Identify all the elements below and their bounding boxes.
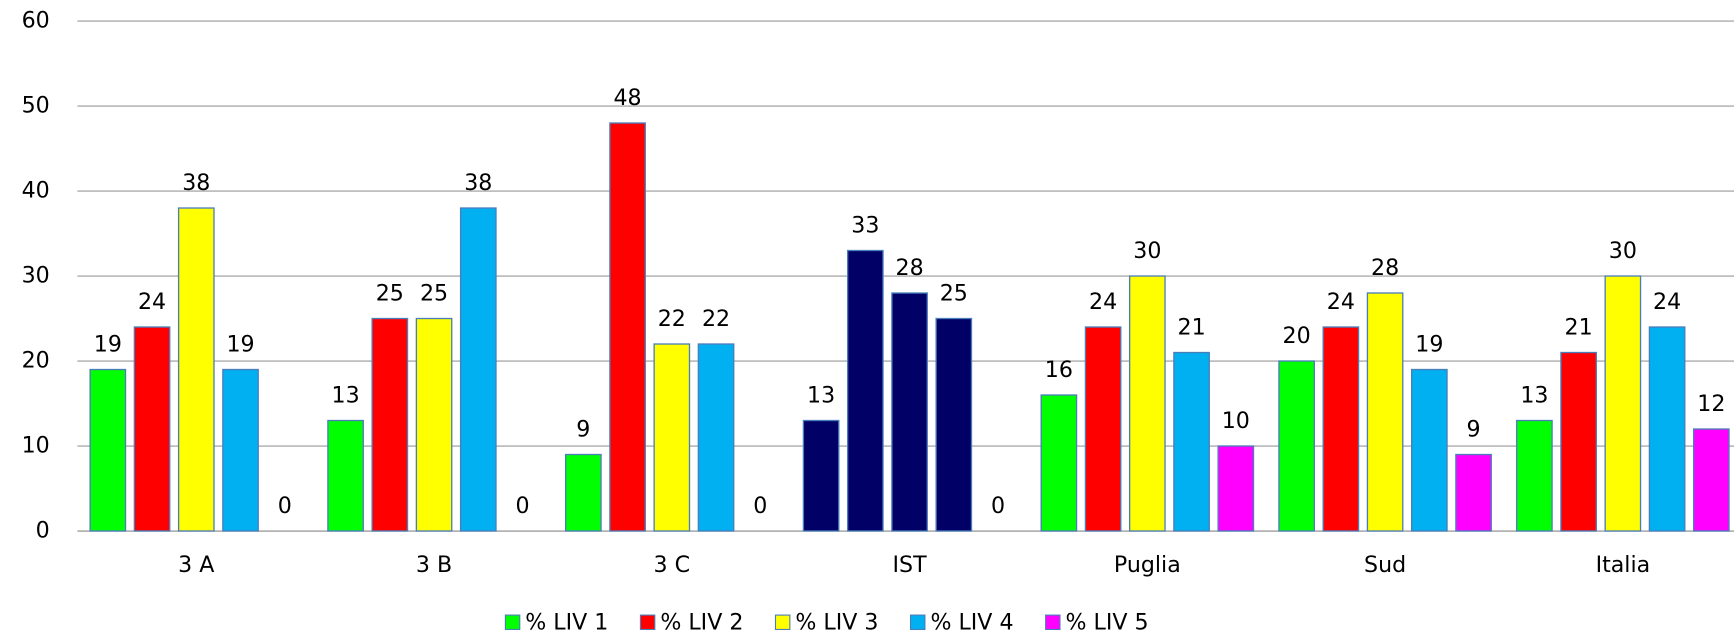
data-label: 12 [1697,391,1725,417]
bar [1217,445,1255,532]
bar [1084,326,1122,532]
data-label: 25 [420,281,448,307]
data-label: 0 [991,493,1005,519]
data-label: 22 [702,306,730,332]
data-label: 9 [576,417,590,443]
data-label: 28 [896,255,924,281]
data-label: 24 [1327,289,1355,315]
x-tick-label: IST [893,552,928,578]
bar [1455,453,1492,532]
data-label: 28 [1371,255,1399,281]
y-tick-label: 0 [36,518,50,544]
data-label: 33 [851,213,879,239]
bar [1516,419,1553,532]
bar [1278,360,1315,532]
data-label: 0 [753,493,767,519]
data-label: 19 [94,332,122,358]
legend-label: % LIV 3 [795,609,878,635]
x-tick-label: 3 A [178,552,214,578]
legend-label: % LIV 2 [660,609,743,635]
bar [1366,292,1404,532]
bar [133,326,171,532]
data-label: 48 [614,85,642,111]
data-label: 24 [138,289,166,315]
bar [1410,368,1448,532]
bar [1648,326,1686,532]
legend-swatch [774,614,791,631]
legend-label: % LIV 4 [930,609,1013,635]
y-tick-label: 30 [22,263,50,289]
legend-label: % LIV 5 [1066,609,1149,635]
bar [1128,275,1166,532]
data-label: 30 [1133,238,1161,264]
legend-swatch [1045,614,1061,631]
data-label: 38 [464,170,492,196]
legend-swatch [504,614,521,631]
data-label: 0 [515,493,529,519]
data-label: 19 [1415,332,1443,358]
bar [415,317,453,532]
data-label: 20 [1283,323,1311,349]
x-tick-label: Italia [1596,552,1651,578]
data-label: 16 [1045,357,1073,383]
bar [609,122,646,532]
bar [327,419,364,532]
y-tick-label: 10 [22,433,50,459]
legend-swatch [909,614,926,631]
data-label: 13 [807,383,835,409]
data-label: 30 [1609,238,1637,264]
bar [1604,275,1642,532]
data-label: 21 [1565,315,1593,341]
data-label: 25 [376,281,404,307]
x-tick-label: 3 C [654,552,691,578]
data-label: 10 [1222,408,1250,434]
bar [1173,351,1210,532]
bar [1040,394,1078,532]
bar [653,343,691,532]
data-label: 24 [1089,289,1117,315]
bar [222,368,259,532]
bar [802,419,840,532]
bar [935,317,973,532]
bar [564,453,602,532]
bar [891,292,928,532]
data-label: 13 [332,383,360,409]
data-label: 22 [658,306,686,332]
data-label: 19 [226,332,254,358]
bar [459,207,497,532]
data-label: 38 [182,170,210,196]
data-label: 13 [1520,383,1548,409]
data-label: 25 [940,281,968,307]
data-label: 0 [278,493,292,519]
bar [1692,428,1730,532]
bar [1322,326,1360,532]
y-tick-label: 60 [22,8,50,34]
data-label: 9 [1467,417,1481,443]
bar [89,368,127,532]
bar [371,317,409,532]
y-tick-label: 40 [22,178,50,204]
y-tick-label: 50 [22,93,50,119]
bar [1560,351,1597,532]
legend-label: % LIV 1 [525,609,608,635]
x-tick-label: 3 B [416,552,452,578]
bar [846,249,884,532]
legend-swatch [639,614,656,631]
x-tick-label: Sud [1364,552,1406,578]
y-tick-label: 20 [22,348,50,374]
bar [177,207,215,532]
data-label: 21 [1178,315,1206,341]
data-label: 24 [1653,289,1681,315]
bar [697,343,735,532]
x-tick-label: Puglia [1114,552,1181,578]
